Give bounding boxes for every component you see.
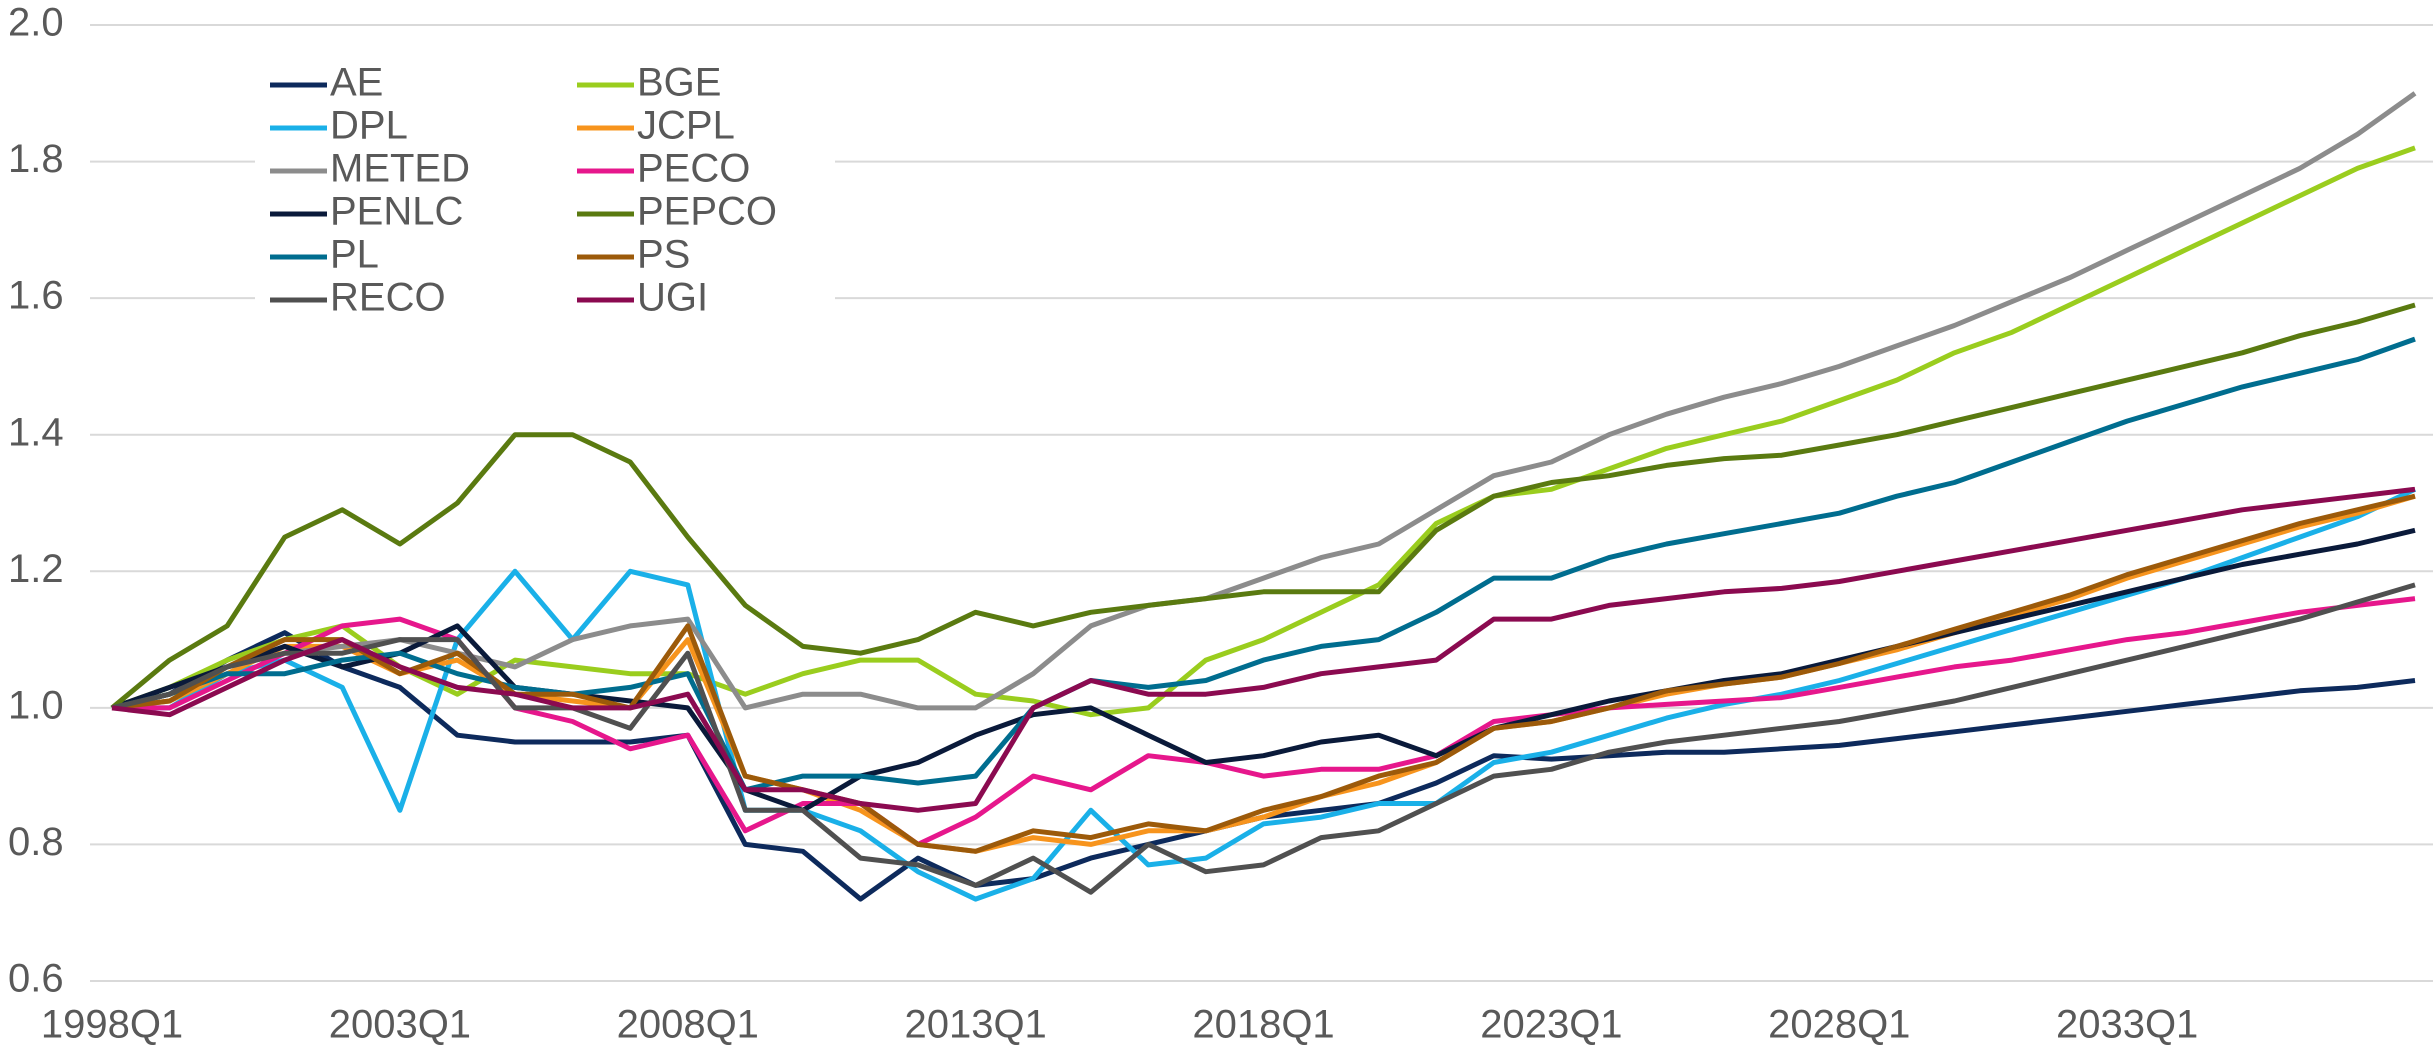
legend-label: PENLC: [330, 190, 463, 234]
legend-label: PECO: [637, 147, 750, 191]
legend-label: JCPL: [637, 104, 735, 148]
legend-label: BGE: [637, 61, 721, 105]
series-line: [112, 339, 2415, 790]
legend-label: RECO: [330, 276, 446, 320]
x-tick-label: 2023Q1: [1480, 1003, 1622, 1047]
legend-label: UGI: [637, 276, 708, 320]
x-tick-label: 2028Q1: [1768, 1003, 1910, 1047]
chart: AE BGE DPL JCPL METED PECO PENLC PEPCO PL PS RECO U…: [0, 0, 2433, 1052]
legend-label: PL: [330, 233, 379, 277]
y-tick-label: 1.2: [8, 547, 64, 591]
series-line: [112, 585, 2415, 892]
x-tick-label: 2018Q1: [1192, 1003, 1334, 1047]
legend-label: METED: [330, 147, 470, 191]
x-tick-label: 2003Q1: [329, 1003, 471, 1047]
y-tick-label: 2.0: [8, 1, 64, 45]
legend-label: PEPCO: [637, 190, 777, 234]
y-tick-label: 1.4: [8, 410, 64, 454]
legend-label: DPL: [330, 104, 408, 148]
series-line: [112, 530, 2415, 810]
x-tick-label: 2013Q1: [904, 1003, 1046, 1047]
legend: AE BGE DPL JCPL METED PECO PENLC PEPCO PL PS RECO U…: [255, 61, 835, 332]
legend-label: PS: [637, 233, 690, 277]
x-tick-label: 1998Q1: [41, 1003, 183, 1047]
legend-label: AE: [330, 61, 383, 105]
y-tick-label: 1.8: [8, 137, 64, 181]
y-tick-label: 1.0: [8, 683, 64, 727]
y-tick-label: 0.8: [8, 820, 64, 864]
y-tick-label: 0.6: [8, 957, 64, 1001]
y-tick-label: 1.6: [8, 274, 64, 318]
x-tick-label: 2033Q1: [2056, 1003, 2198, 1047]
x-tick-label: 2008Q1: [617, 1003, 759, 1047]
series-line: [112, 599, 2415, 845]
